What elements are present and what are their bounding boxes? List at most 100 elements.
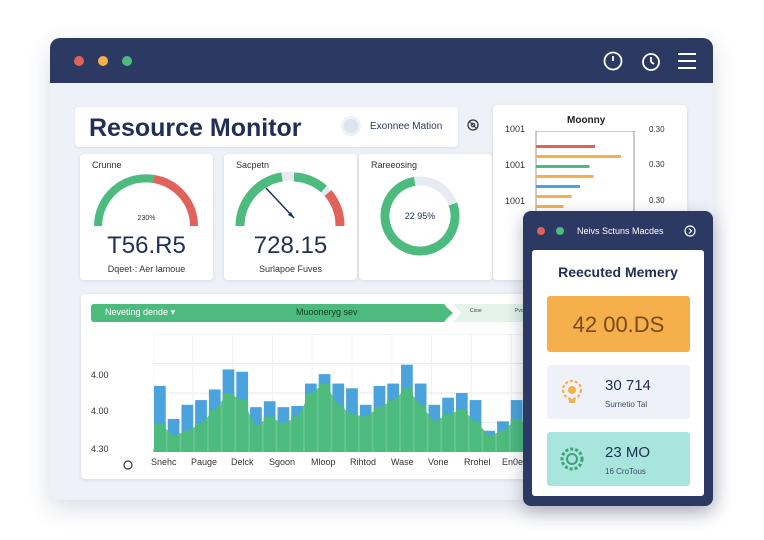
gauge-label: Crunne (92, 160, 122, 170)
main-bar-green (428, 421, 441, 452)
main-bar-green (497, 430, 509, 452)
gauge-value: T56.R5 (107, 232, 186, 259)
side-bars-plot (535, 131, 635, 211)
main-chart-card: Neveting dende ▾ Muooneryg sev Csoe Pvo … (81, 294, 551, 479)
titlebar (50, 38, 713, 83)
main-bar-green (332, 404, 345, 452)
maximize-dot[interactable] (122, 56, 132, 66)
x-tick: Mloop (311, 457, 336, 467)
chart-header-bar[interactable]: Neveting dende ▾ Muooneryg sev (91, 304, 446, 322)
main-bar-green (263, 416, 276, 452)
gauge-percent: 230% (137, 215, 156, 222)
stat-sub: Surnetio Tal (605, 400, 648, 409)
main-bar-green (304, 393, 317, 452)
main-bar-green (291, 416, 303, 452)
page-title: Resource Monitor (89, 114, 302, 142)
stat-box-1[interactable]: 30 714 Surnetio Tal (547, 365, 690, 419)
main-bar-green (181, 430, 194, 452)
chart-header-tag: Csoe (470, 308, 482, 314)
main-bar-green (154, 423, 166, 452)
legend-circle-icon (123, 460, 133, 470)
settings-gear-icon[interactable] (466, 118, 480, 132)
main-bar-green (373, 407, 386, 452)
main-bar-green (483, 435, 496, 452)
y-tick: 4.00 (91, 406, 109, 416)
x-tick: Rrohel (464, 457, 491, 467)
status-chip-icon[interactable] (341, 116, 361, 136)
main-bar-blue (181, 404, 194, 452)
chart-header-mid: Muooneryg sev (296, 307, 358, 317)
main-bar-green (250, 426, 262, 452)
main-bar-green (442, 414, 454, 452)
memory-big-value: 42 00.DS (572, 312, 665, 337)
gauge-label: Rareeosing (371, 160, 418, 170)
x-tick: Vone (428, 457, 449, 467)
gauge-label: Sacpetn (236, 160, 270, 170)
gauge-arc-sacpetn (235, 171, 345, 227)
gauge-needle (265, 187, 295, 219)
clock-icon[interactable] (602, 50, 624, 72)
main-bar-green (277, 423, 290, 452)
x-tick: Wase (391, 457, 414, 467)
main-bar-green (346, 414, 358, 452)
main-bar-green (222, 393, 235, 452)
side-chart-title: Moonny (567, 115, 606, 126)
main-bar-green (195, 423, 207, 452)
main-bar-green (414, 404, 427, 452)
minimize-dot[interactable] (98, 56, 108, 66)
x-tick: Sgoon (269, 457, 296, 467)
main-bar-green (236, 400, 249, 452)
gauge-card-crunne: Crunne 230% T56.R5 Dqeet·: Aer lamoue (80, 154, 213, 280)
donut-chart (380, 176, 460, 256)
stat-sub: 16 CroTous (605, 467, 646, 476)
x-tick: Delck (231, 457, 254, 467)
main-bar-green (359, 416, 372, 452)
y-tick: 4.30 (91, 444, 109, 454)
main-bars-plot (153, 334, 551, 452)
menu-icon[interactable] (676, 50, 698, 72)
main-bar-green (455, 409, 468, 452)
side-bar (536, 155, 622, 158)
gauge-sub: Dqeet·: Aer lamoue (107, 264, 186, 274)
popup-heading: Reecuted Memery (558, 264, 678, 280)
side-bar (536, 145, 595, 148)
header-card: Resource Monitor Exonnee Mation (75, 107, 458, 147)
popup-maximize-dot[interactable] (556, 227, 564, 235)
popup-titlebar: Neivs Sctuns Macdes (523, 211, 713, 251)
main-bar-green (167, 435, 180, 452)
x-tick: Pauge (191, 457, 218, 467)
x-tick: Rihtod (350, 457, 377, 467)
chart-header-left[interactable]: Neveting dende ▾ (105, 307, 176, 317)
side-bar (536, 185, 580, 188)
main-bar-blue (167, 418, 180, 452)
main-bar-blue (154, 385, 166, 452)
popup-close-dot[interactable] (537, 227, 545, 235)
gauge-arc-crunne (94, 174, 198, 227)
gauge-value: 728.15 (253, 232, 328, 259)
side-y-label: 1001 (505, 124, 526, 134)
stat-value: 23 MO (605, 444, 651, 461)
chevron-right-icon[interactable] (684, 225, 696, 237)
gauge-sub: Surlapoe Fuves (258, 264, 323, 274)
main-bar-green (510, 418, 523, 452)
close-dot[interactable] (74, 56, 84, 66)
main-bar-green (208, 409, 221, 452)
status-chip-label: Exonnee Mation (370, 121, 443, 132)
side-bar (536, 175, 594, 178)
main-bar-green (469, 421, 482, 452)
y-tick: 4.00 (91, 370, 109, 380)
cog-icon (560, 447, 584, 471)
main-bar-green (318, 383, 331, 452)
chart-header-tag: Pvo (515, 308, 524, 314)
side-right-label: 0.30 (649, 196, 665, 205)
x-tick: En0es (502, 457, 528, 467)
stopwatch-icon[interactable] (640, 50, 662, 72)
side-right-label: 0.30 (649, 160, 665, 169)
side-bar (536, 165, 590, 168)
gauge-card-sacpetn: Sacpetn 728.15 Surlapoe Fuves (224, 154, 357, 280)
side-y-label: 1001 (505, 196, 526, 206)
donut-center-value: 22 95% (404, 211, 436, 221)
main-bar-green (401, 388, 413, 452)
x-tick: Snehc (151, 457, 177, 467)
stat-box-2[interactable]: 23 MO 16 CroTous (547, 432, 690, 486)
